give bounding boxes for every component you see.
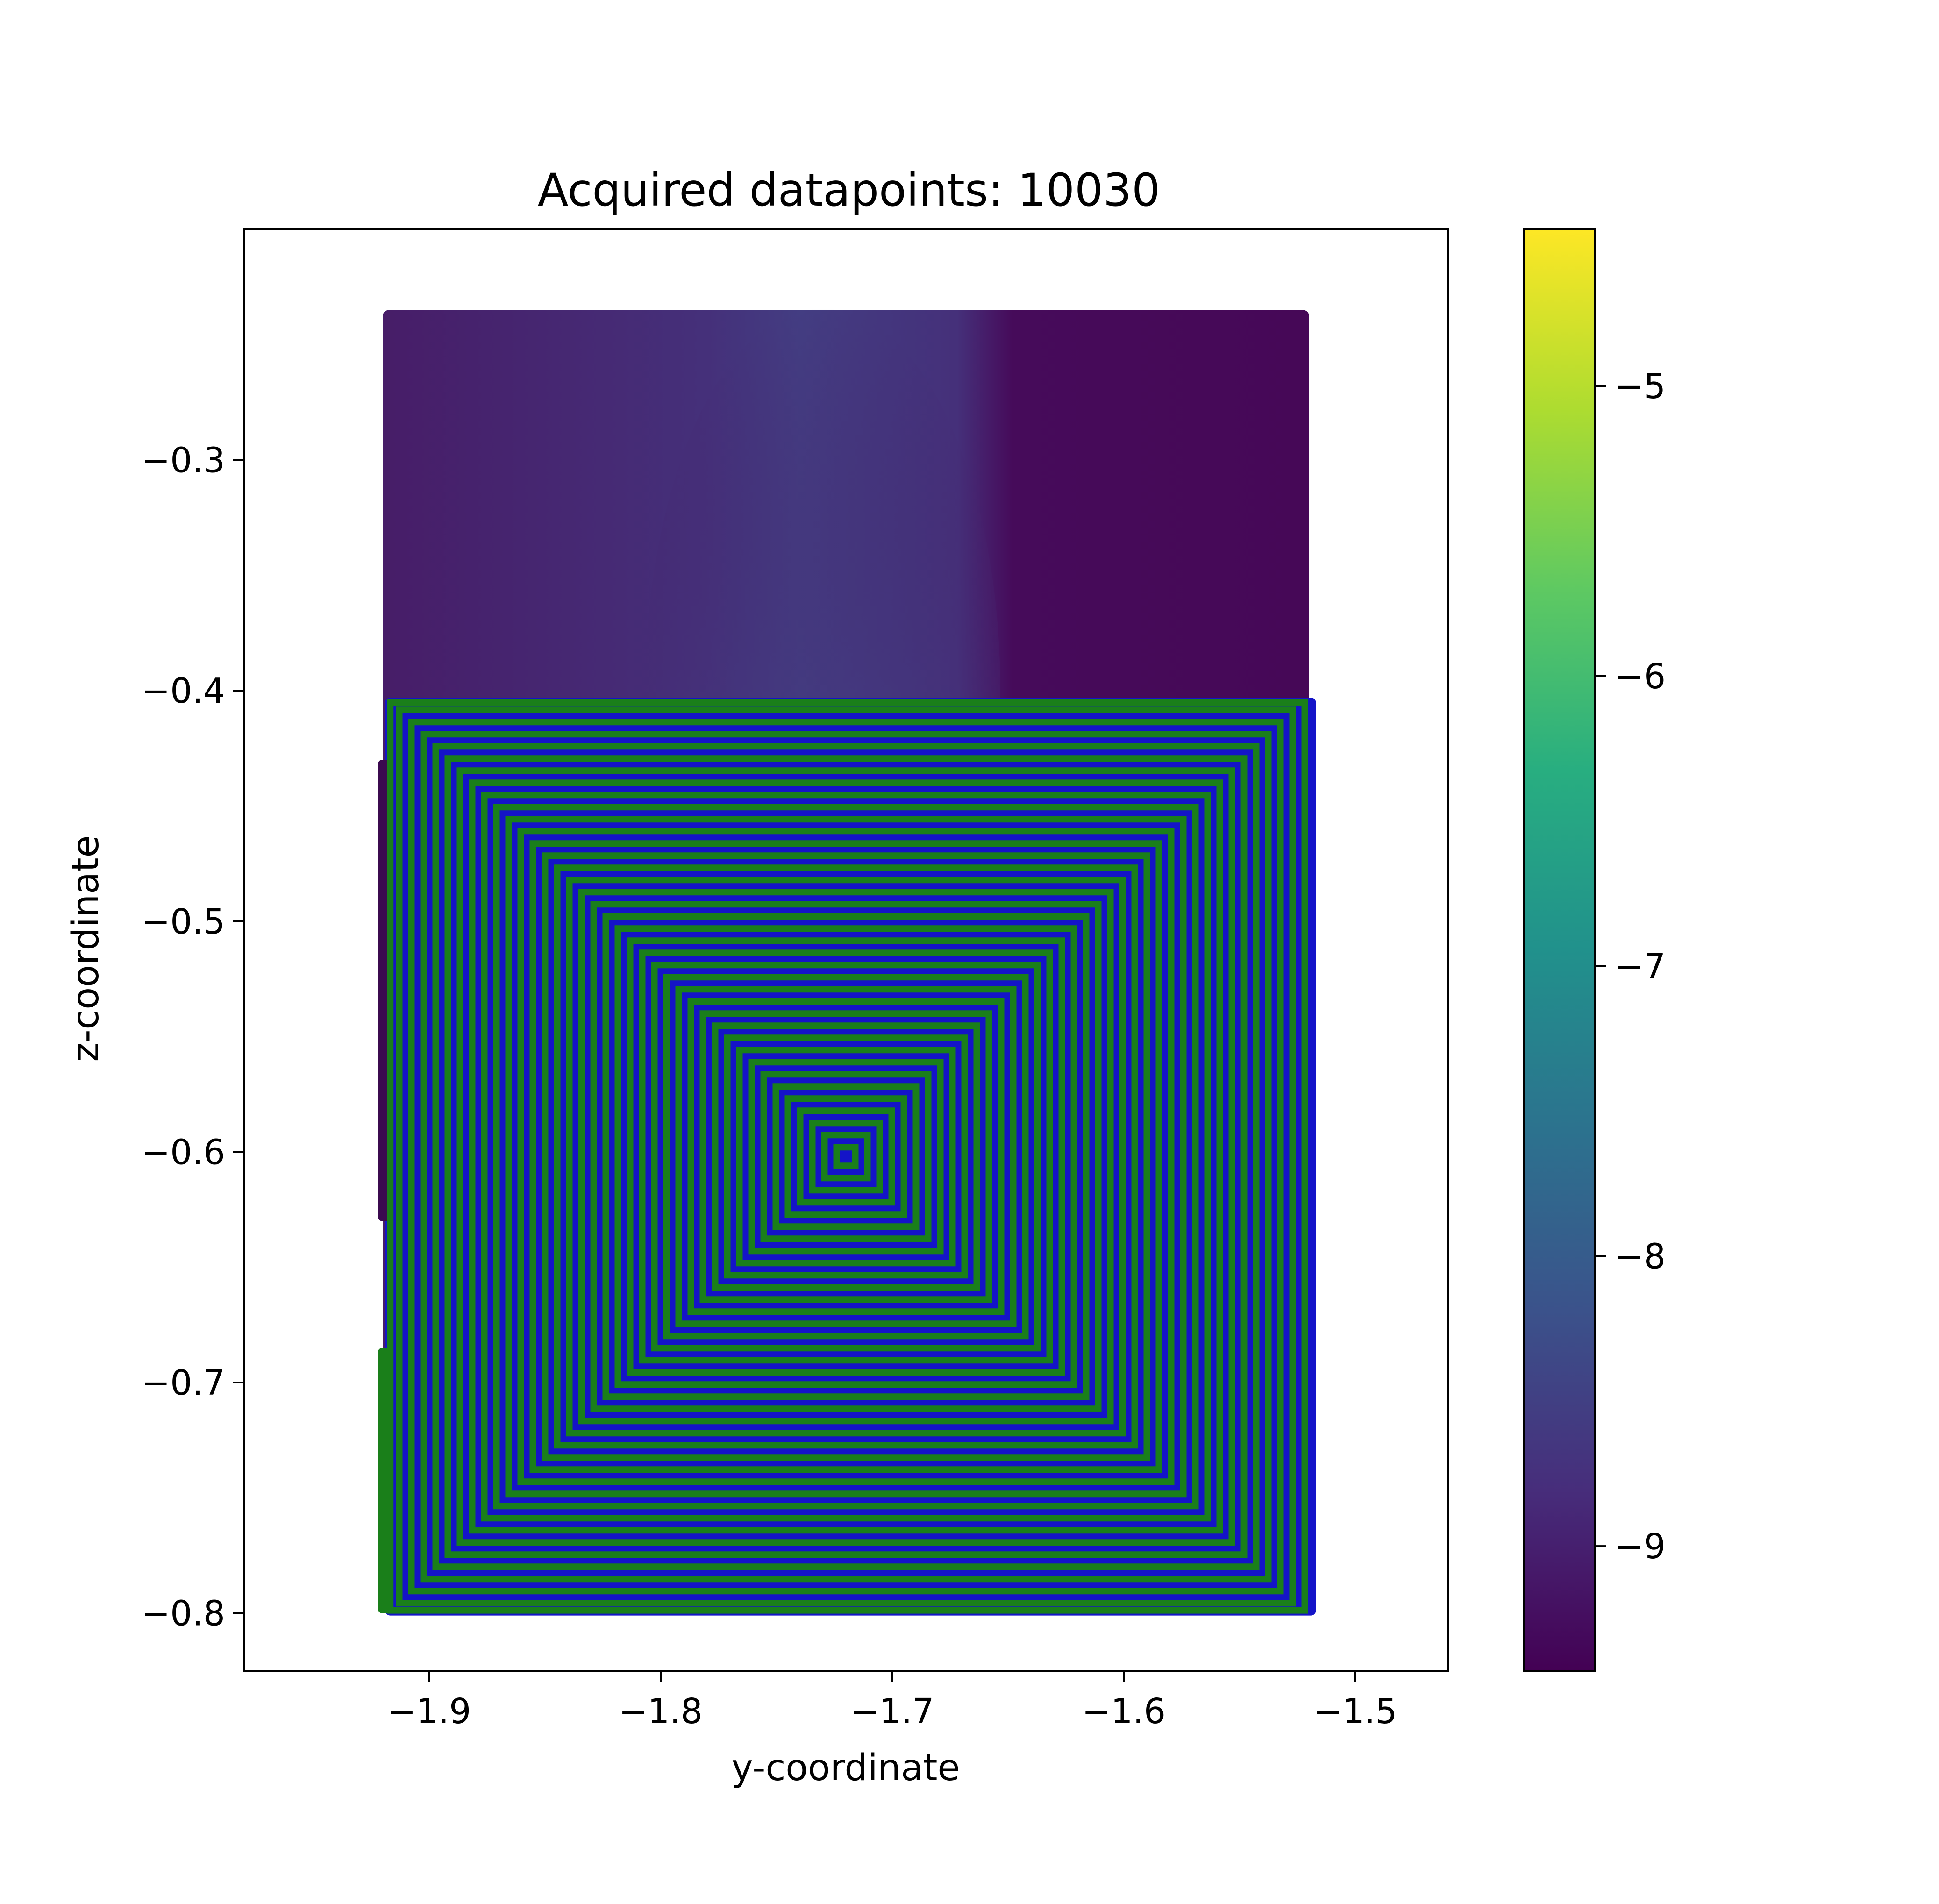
colorbar: −5 −6 −7 −8 −9 <box>1523 228 1666 1672</box>
spiral-ring <box>712 1022 980 1291</box>
spiral-ring <box>797 1107 895 1206</box>
spiral-ring <box>469 779 1223 1534</box>
spiral-ring <box>724 1034 968 1279</box>
spiral-ring <box>578 889 1114 1425</box>
spiral-path <box>387 699 1308 1614</box>
spiral-ring <box>699 1010 992 1303</box>
spiral-ring <box>675 986 1017 1327</box>
spiral-ring <box>784 1095 907 1218</box>
spiral-ring <box>444 755 1248 1558</box>
spiral-ring <box>614 925 1077 1388</box>
left-edge-strip-upper <box>378 760 390 1221</box>
y-tick-label: −0.8 <box>141 1594 225 1634</box>
colorbar-ticks: −5 −6 −7 −8 −9 <box>1595 366 1666 1567</box>
spiral-ring <box>554 864 1138 1449</box>
spiral-ring <box>396 706 1296 1607</box>
y-axis: −0.3 −0.4 −0.5 −0.6 −0.7 −0.8 <box>141 441 244 1634</box>
spiral-ring <box>651 962 1041 1352</box>
spiral-ring <box>748 1059 944 1255</box>
y-tick-label: −0.5 <box>141 902 225 942</box>
y-tick-label: −0.7 <box>141 1363 225 1403</box>
spiral-ring <box>529 840 1162 1473</box>
spiral-ring <box>408 719 1284 1595</box>
spiral-ring <box>420 731 1272 1583</box>
spiral-ring <box>493 804 1199 1510</box>
axes-frame <box>243 228 1449 1672</box>
spiral-ring <box>505 816 1187 1498</box>
spiral-ring <box>639 949 1053 1364</box>
spiral-ring <box>602 913 1090 1400</box>
colorbar-tick-label: −6 <box>1615 656 1666 697</box>
spiral-ring <box>821 1132 871 1182</box>
spiral-ring <box>432 743 1260 1570</box>
x-axis-label: y-coordinate <box>732 1747 960 1789</box>
spiral-ring <box>809 1120 883 1194</box>
colorbar-tick-label: −8 <box>1615 1236 1666 1276</box>
colorbar-tick-label: −7 <box>1615 947 1666 987</box>
plot-area <box>378 307 1316 1616</box>
spiral-ring <box>481 792 1211 1522</box>
colorbar-tick-label: −9 <box>1615 1526 1666 1567</box>
spiral-ring <box>760 1071 932 1242</box>
x-tick-label: −1.8 <box>619 1691 703 1732</box>
y-tick-label: −0.4 <box>141 671 225 711</box>
spiral-ring <box>387 699 1308 1614</box>
colorbar-tick-label: −5 <box>1615 366 1666 406</box>
spiral-scan-region <box>385 697 1316 1616</box>
spiral-ring <box>833 1144 859 1169</box>
spiral-ring <box>542 852 1150 1461</box>
x-tick-label: −1.7 <box>850 1691 934 1732</box>
spiral-ring <box>517 828 1175 1485</box>
y-tick-label: −0.6 <box>141 1132 225 1172</box>
chart-title: Acquired datapoints: 10030 <box>538 164 1160 216</box>
spiral-ring <box>456 767 1235 1546</box>
spiral-ring <box>663 974 1029 1340</box>
y-axis-label: z-coordinate <box>65 835 107 1062</box>
spiral-ring <box>566 877 1126 1437</box>
spiral-ring <box>590 901 1102 1412</box>
spiral-ring <box>627 937 1065 1376</box>
colorbar-frame <box>1523 228 1596 1672</box>
x-tick-label: −1.9 <box>387 1691 471 1732</box>
x-axis: −1.9 −1.8 −1.7 −1.6 −1.5 <box>387 1671 1397 1732</box>
spiral-ring <box>772 1083 920 1230</box>
x-tick-label: −1.6 <box>1082 1691 1166 1732</box>
y-tick-label: −0.3 <box>141 441 225 481</box>
spiral-ring <box>687 998 1005 1315</box>
x-tick-label: −1.5 <box>1313 1691 1397 1732</box>
spiral-ring <box>736 1047 956 1267</box>
left-edge-strip-lower <box>378 1348 390 1613</box>
colorbar-gradient <box>1524 229 1595 1671</box>
